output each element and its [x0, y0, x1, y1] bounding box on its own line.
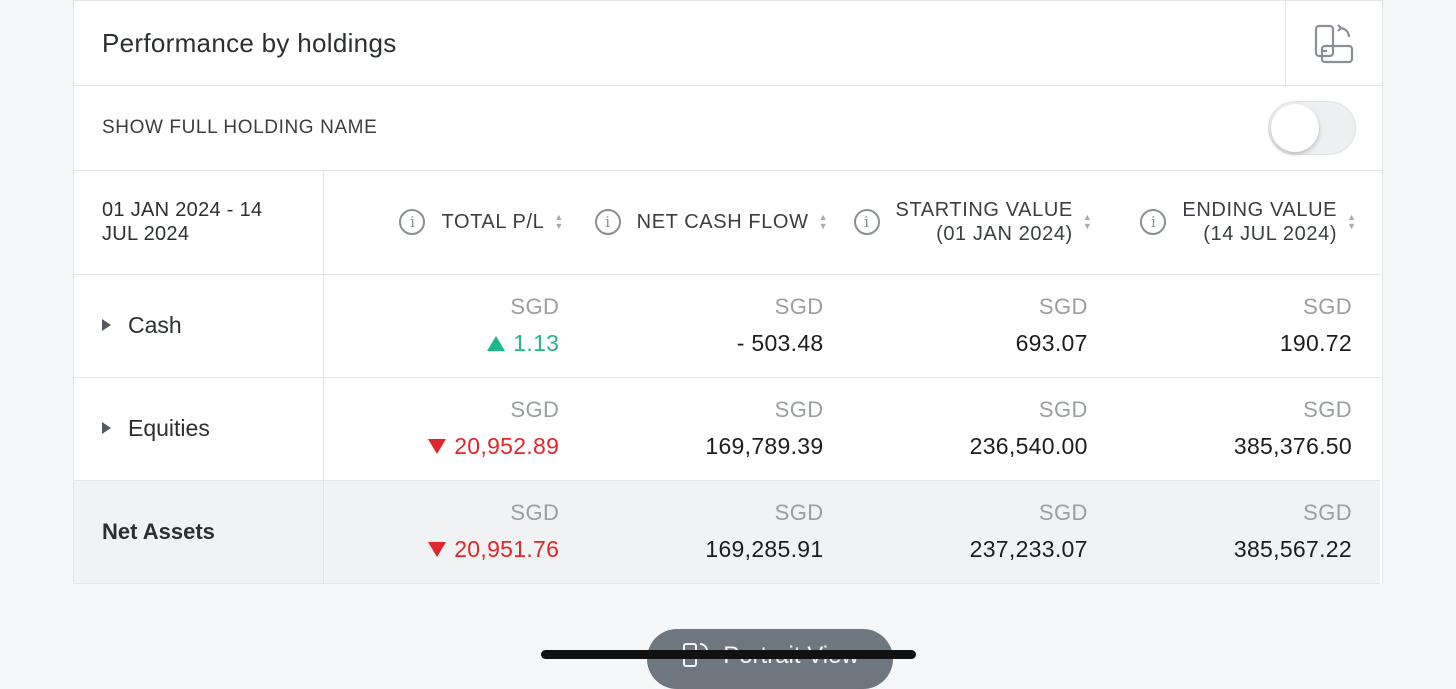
starting-value: 236,540.00: [969, 433, 1088, 459]
currency-label: SGD: [510, 397, 560, 422]
currency-label: SGD: [1038, 397, 1088, 422]
total-pl-value: 20,951.76: [324, 536, 560, 563]
holding-name: Net Assets: [102, 518, 215, 544]
net-cash-flow-cell: SGD - 503.48: [587, 274, 852, 378]
currency-label: SGD: [1038, 294, 1088, 319]
info-icon[interactable]: i: [853, 209, 880, 236]
col-label-sub: (01 JAN 2024): [936, 223, 1073, 246]
holding-name-cell[interactable]: Equities: [74, 377, 324, 481]
info-icon[interactable]: i: [399, 209, 426, 236]
show-full-name-toggle[interactable]: [1268, 101, 1356, 155]
total-pl-value: 20,952.89: [324, 433, 560, 460]
total-pl-value: 1.13: [324, 330, 560, 357]
portrait-view-button[interactable]: Portrait View: [647, 629, 893, 689]
net-cash-flow-cell: SGD 169,285.91: [587, 480, 852, 584]
currency-label: SGD: [774, 294, 824, 319]
holding-name-cell: Net Assets: [74, 480, 324, 584]
col-starting-value[interactable]: i STARTING VALUE (01 JAN 2024) ▲ ▼: [851, 171, 1116, 275]
info-icon[interactable]: i: [1140, 209, 1167, 236]
col-net-cash-flow[interactable]: i NET CASH FLOW ▲ ▼: [587, 171, 852, 275]
arrow-down-icon: [428, 439, 447, 454]
net-cash-flow-value: 169,789.39: [705, 433, 824, 459]
starting-value: 693.07: [1015, 330, 1088, 356]
ending-value-cell: SGD 190.72: [1115, 274, 1380, 378]
home-indicator[interactable]: [541, 650, 916, 659]
total-pl-cell: SGD 20,952.89: [323, 377, 588, 481]
col-label: TOTAL P/L: [441, 211, 545, 234]
holding-name-cell[interactable]: Cash: [74, 274, 324, 378]
col-total-pl[interactable]: i TOTAL P/L ▲ ▼: [323, 171, 588, 275]
sort-icon[interactable]: ▲ ▼: [1347, 212, 1356, 232]
starting-value: 237,233.07: [969, 536, 1088, 562]
period-label: 01 JAN 2024 - 14 JUL 2024: [74, 171, 324, 275]
ending-value: 385,376.50: [1233, 433, 1352, 459]
holding-name: Equities: [128, 415, 210, 441]
toggle-label: SHOW FULL HOLDING NAME: [102, 117, 378, 138]
table-header-row: 01 JAN 2024 - 14 JUL 2024 i TOTAL P/L ▲ ▼…: [74, 171, 1380, 275]
currency-label: SGD: [510, 500, 560, 525]
starting-value-cell: SGD 693.07: [851, 274, 1116, 378]
net-cash-flow-value: - 503.48: [736, 330, 824, 356]
net-cash-flow-cell: SGD 169,789.39: [587, 377, 852, 481]
col-label-sub: (14 JUL 2024): [1203, 223, 1338, 246]
expand-arrow-icon[interactable]: [102, 421, 111, 434]
starting-value-cell: SGD 236,540.00: [851, 377, 1116, 481]
currency-label: SGD: [1038, 500, 1088, 525]
panel-header: Performance by holdings: [74, 0, 1382, 86]
currency-label: SGD: [1303, 397, 1352, 422]
col-label-main: ENDING VALUE: [1182, 199, 1338, 222]
toggle-knob: [1271, 104, 1319, 152]
sort-icon[interactable]: ▲ ▼: [1082, 212, 1092, 232]
arrow-up-icon: [487, 336, 506, 351]
ending-value: 190.72: [1279, 330, 1352, 356]
holdings-table: 01 JAN 2024 - 14 JUL 2024 i TOTAL P/L ▲ ▼…: [74, 171, 1380, 584]
holding-name: Cash: [128, 312, 182, 338]
total-pl-cell: SGD 1.13: [323, 274, 588, 378]
starting-value-cell: SGD 237,233.07: [851, 480, 1116, 584]
net-assets-row: Net Assets SGD 20,951.76 SGD 169,285.91 SG…: [74, 480, 1380, 584]
currency-label: SGD: [774, 500, 824, 525]
currency-label: SGD: [1303, 294, 1352, 319]
col-label: ENDING VALUE (14 JUL 2024): [1182, 198, 1337, 246]
col-label-main: STARTING VALUE: [895, 199, 1073, 222]
full-name-toggle-row: SHOW FULL HOLDING NAME: [74, 86, 1382, 171]
currency-label: SGD: [510, 294, 560, 319]
page-title: Performance by holdings: [102, 27, 397, 58]
rotate-device-icon: [1314, 23, 1354, 63]
net-cash-flow-value: 169,285.91: [705, 536, 824, 562]
arrow-down-icon: [428, 542, 447, 557]
expand-arrow-icon[interactable]: [102, 318, 111, 331]
table-row[interactable]: Equities SGD 20,952.89 SGD 169,789.39 SGD 2…: [74, 377, 1380, 481]
currency-label: SGD: [1303, 500, 1352, 525]
table-row[interactable]: Cash SGD 1.13 SGD - 503.48 SGD 693.07 SGD 19…: [74, 274, 1380, 378]
sort-icon[interactable]: ▲ ▼: [818, 212, 828, 232]
sort-icon[interactable]: ▲ ▼: [554, 212, 564, 232]
ending-value: 385,567.22: [1233, 536, 1352, 562]
col-ending-value[interactable]: i ENDING VALUE (14 JUL 2024) ▲ ▼: [1115, 171, 1380, 275]
currency-label: SGD: [774, 397, 824, 422]
rotate-view-button[interactable]: [1285, 1, 1382, 86]
ending-value-cell: SGD 385,567.22: [1115, 480, 1380, 584]
ending-value-cell: SGD 385,376.50: [1115, 377, 1380, 481]
col-label: NET CASH FLOW: [636, 211, 809, 234]
performance-panel: Performance by holdings SHOW FULL HOLDIN…: [73, 0, 1383, 584]
info-icon[interactable]: i: [594, 209, 621, 236]
col-label: STARTING VALUE (01 JAN 2024): [896, 198, 1073, 246]
total-pl-cell: SGD 20,951.76: [323, 480, 588, 584]
